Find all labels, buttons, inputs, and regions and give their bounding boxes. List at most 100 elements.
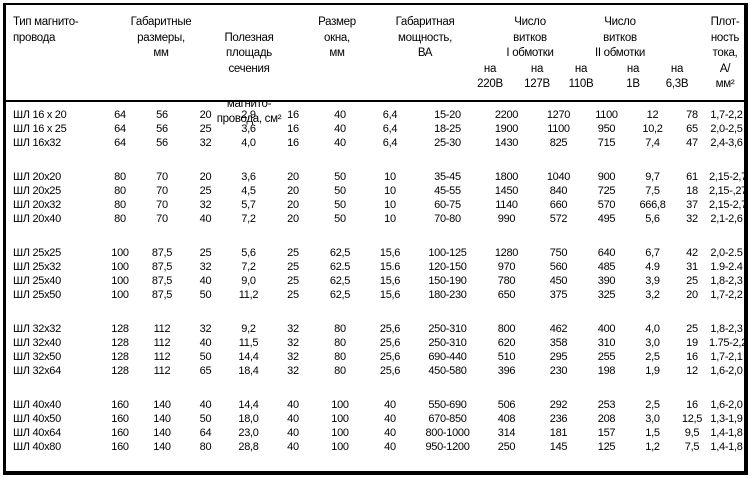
value-cell: 295 <box>549 351 568 363</box>
value-cell: 62,5 <box>329 289 351 301</box>
value-cell: 40 <box>384 399 396 411</box>
value-cell: 25 <box>199 185 212 197</box>
table-row: ШЛ 25х25 100 87,5 25 5,6 25 62,5 15,6 100-125 128… <box>6 246 744 260</box>
value-cell: 1430 <box>494 137 519 149</box>
table-body: ШЛ 16 х 20 64 56 20 2,9 16 40 6,4 15-20 2200 1270 1… <box>6 108 744 454</box>
value-cell: 50 <box>334 185 346 197</box>
core-type-cell: ШЛ 25х40 <box>13 275 61 287</box>
value-cell: 6,4 <box>382 123 398 135</box>
value-cell: 408 <box>497 413 516 425</box>
value-cell: 100 <box>111 289 129 301</box>
value-cell: 100 <box>331 441 349 453</box>
data-table: ШЛ 16 х 20 64 56 20 2,9 16 40 6,4 15-20 2200 1270 1… <box>6 108 744 454</box>
value-cell: 9,7 <box>645 171 660 183</box>
value-cell: 62.5 <box>329 261 351 273</box>
core-type-cell: ШЛ 40х64 <box>13 427 61 439</box>
value-cell: 80 <box>114 213 126 225</box>
subheader-127v: на 127В <box>524 63 550 90</box>
value-cell: 80 <box>334 323 346 335</box>
value-cell: 5,6 <box>645 213 660 225</box>
value-cell: 16 <box>686 351 698 363</box>
value-cell: 64 <box>114 109 126 121</box>
value-cell: 2,0-2,5 <box>710 123 743 135</box>
value-cell: 62,5 <box>329 275 351 287</box>
value-cell: 4,0 <box>241 137 256 149</box>
value-cell: 100 <box>111 247 129 259</box>
value-cell: 16 <box>287 109 299 121</box>
value-cell: 666,8 <box>639 199 666 211</box>
table-row: ШЛ 20х32 80 70 32 5,7 20 50 10 60-75 1140 660 570 66… <box>6 198 744 212</box>
value-cell: 70 <box>156 199 168 211</box>
table-row: ШЛ 20х20 80 70 20 3,6 20 50 10 35-45 1800 1040 900 9… <box>6 170 744 184</box>
value-cell: 2,15-2,7 <box>709 199 747 211</box>
table-row: ШЛ 16 х 20 64 56 20 2,9 16 40 6,4 15-20 2200 1270 1… <box>6 108 744 122</box>
value-cell: 250-310 <box>428 337 467 349</box>
table-row: ШЛ 20х40 80 70 40 7,2 20 50 10 70-80 990 572 495 5,6… <box>6 212 744 226</box>
value-cell: 825 <box>549 137 568 149</box>
value-cell: 100 <box>111 275 129 287</box>
value-cell: 1,8-2,3 <box>710 323 743 335</box>
header-cross-section: Полезная площадь сечения магнито- провод… <box>217 15 282 143</box>
value-cell: 495 <box>597 213 616 225</box>
value-cell: 18,4 <box>238 365 259 377</box>
value-cell: 45-55 <box>434 185 461 197</box>
value-cell: 1,7-2,2 <box>710 289 743 301</box>
value-cell: 510 <box>497 351 516 363</box>
value-cell: 4,0 <box>645 323 660 335</box>
value-cell: 64 <box>114 137 126 149</box>
value-cell: 32 <box>199 137 212 149</box>
value-cell: 25,6 <box>379 323 401 335</box>
value-cell: 208 <box>597 413 616 425</box>
value-cell: 56 <box>156 109 168 121</box>
value-cell: 12,5 <box>681 413 703 425</box>
value-cell: 80 <box>114 199 126 211</box>
value-cell: 64 <box>199 427 212 439</box>
value-cell: 620 <box>497 337 516 349</box>
value-cell: 70 <box>156 185 168 197</box>
core-type-cell: ШЛ 20х20 <box>13 171 61 183</box>
value-cell: 390 <box>597 275 616 287</box>
value-cell: 230 <box>549 365 568 377</box>
value-cell: 3,2 <box>645 289 660 301</box>
value-cell: 9,0 <box>241 275 256 287</box>
value-cell: 25 <box>686 275 698 287</box>
value-cell: 358 <box>549 337 568 349</box>
value-cell: 255 <box>597 351 616 363</box>
value-cell: 50 <box>199 289 212 301</box>
header-current-density: Плот- ность тока, А/мм² <box>710 16 740 90</box>
value-cell: 25 <box>287 261 299 273</box>
value-cell: 250 <box>497 441 516 453</box>
value-cell: 2,5 <box>645 351 660 363</box>
value-cell: 7,5 <box>684 441 700 453</box>
table-header: Тип магнито- провода Габаритные размеры,… <box>6 5 744 125</box>
value-cell: 56 <box>156 137 168 149</box>
value-cell: 32 <box>287 351 299 363</box>
value-cell: 990 <box>497 213 516 225</box>
value-cell: 950 <box>597 123 616 135</box>
value-cell: 140 <box>153 399 171 411</box>
value-cell: 40 <box>287 399 299 411</box>
value-cell: 40 <box>384 427 396 439</box>
table-row: ШЛ 16 х 25 64 56 25 3,6 16 40 6,4 18-25 1900 1100 9… <box>6 122 744 136</box>
value-cell: 50 <box>334 171 346 183</box>
value-cell: 16 <box>686 399 698 411</box>
value-cell: 2,15-2,7 <box>709 171 747 183</box>
value-cell: 40 <box>334 123 346 135</box>
value-cell: 2,15-,27 <box>709 185 747 197</box>
value-cell: 1,7-2,2 <box>710 109 743 121</box>
core-type-cell: ШЛ 25х25 <box>13 247 61 259</box>
core-type-cell: ШЛ 25х50 <box>13 289 61 301</box>
value-cell: 16 <box>287 123 299 135</box>
value-cell: 1280 <box>494 247 519 259</box>
table-row: ШЛ 16х32 64 56 32 4,0 16 40 6,4 25-30 1430 825 715 7… <box>6 136 744 150</box>
value-cell: 32 <box>199 199 212 211</box>
value-cell: 15.6 <box>379 261 401 273</box>
value-cell: 32 <box>199 261 212 273</box>
value-cell: 2,0-2.5 <box>710 247 743 259</box>
core-type-cell: ШЛ 32х40 <box>13 337 61 349</box>
subheader-6-3v: на 6,3В <box>665 63 689 90</box>
value-cell: 100 <box>331 427 349 439</box>
value-cell: 80 <box>334 365 346 377</box>
value-cell: 800 <box>497 323 516 335</box>
value-cell: 112 <box>153 337 171 349</box>
